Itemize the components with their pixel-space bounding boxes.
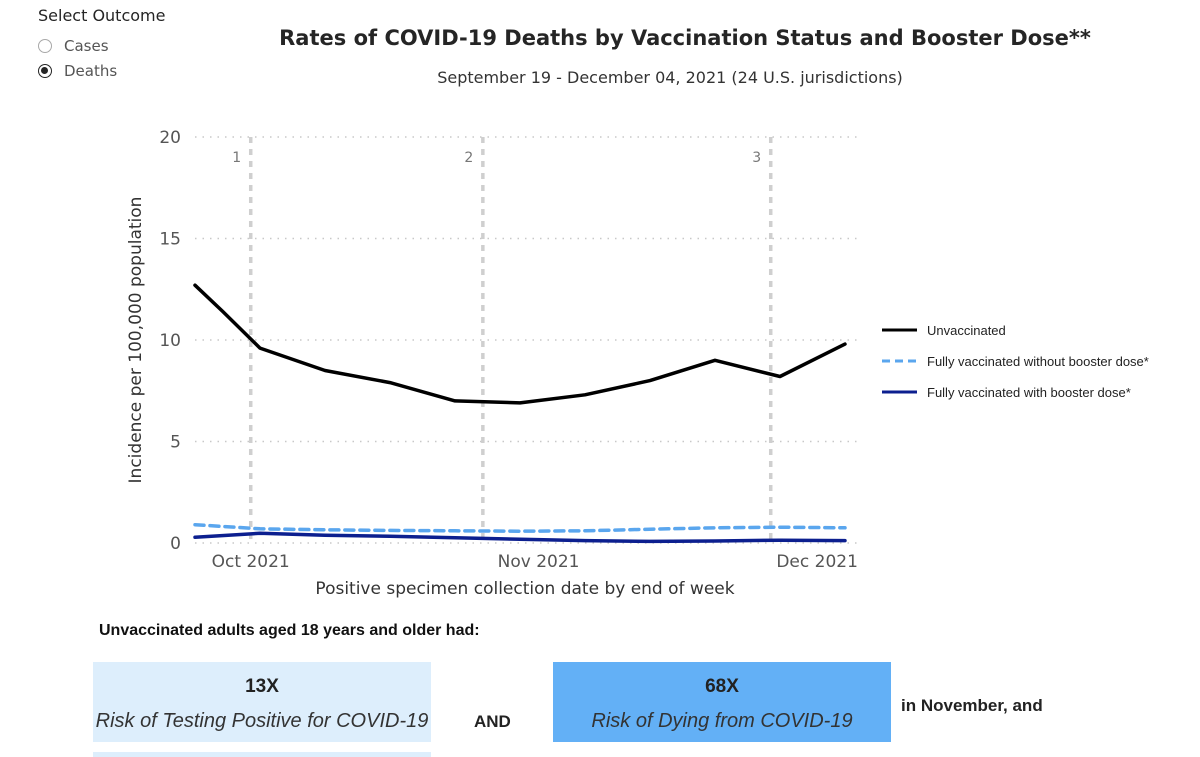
summary-heading: Unvaccinated adults aged 18 years and ol… [99,622,480,639]
y-tick-label: 20 [159,128,181,148]
radio-unchecked-icon[interactable] [38,38,52,53]
radio-label-cases: Cases [64,36,109,55]
legend-label: Fully vaccinated with booster dose* [927,385,1131,400]
series-line [193,531,847,544]
selector-title: Select Outcome [38,6,166,25]
chart-title: Rates of COVID-19 Deaths by Vaccination … [279,26,1091,50]
radio-option-deaths[interactable]: Deaths [38,58,165,83]
line-chart: 0 5 10 15 20 1 2 3 Oct 2021 Nov 2021 Dec 2021 Posit… [126,128,1149,599]
y-tick-label: 0 [170,534,181,554]
y-tick-label: 10 [159,331,181,351]
series-line [193,283,847,405]
x-tick-label: Dec 2021 [776,552,858,572]
and-connector: AND [474,712,511,731]
stat-description: Risk of Testing Positive for COVID-19 [95,710,429,732]
legend-label: Fully vaccinated without booster dose* [927,354,1149,369]
stat-card-testing-positive: 13X Risk of Testing Positive for COVID-1… [93,662,431,742]
stat-value: 13X [245,676,279,697]
x-axis-title: Positive specimen collection date by end… [315,579,734,599]
stat-description: Risk of Dying from COVID-19 [591,710,853,732]
legend-label: Unvaccinated [927,323,1006,338]
reference-line-label: 3 [752,150,761,166]
radio-checked-icon[interactable] [38,63,52,78]
outcome-selector: Select Outcome Cases Deaths [38,6,165,83]
reference-line-label: 2 [464,150,473,166]
radio-label-deaths: Deaths [64,61,118,80]
stat-value: 68X [705,676,739,697]
y-axis-title: Incidence per 100,000 population [126,197,146,484]
chart-subtitle: September 19 - December 04, 2021 (24 U.S… [437,68,903,87]
stat-card-dying: 68X Risk of Dying from COVID-19 [553,662,891,742]
tail-text: in November, and [901,696,1043,715]
next-stat-card-partial [93,752,431,757]
reference-line-label: 1 [232,150,241,166]
y-tick-label: 15 [159,230,181,250]
x-tick-label: Nov 2021 [498,552,580,572]
series-line [193,522,847,533]
radio-option-cases[interactable]: Cases [38,33,165,58]
y-tick-label: 5 [170,433,181,453]
x-tick-label: Oct 2021 [212,552,290,572]
